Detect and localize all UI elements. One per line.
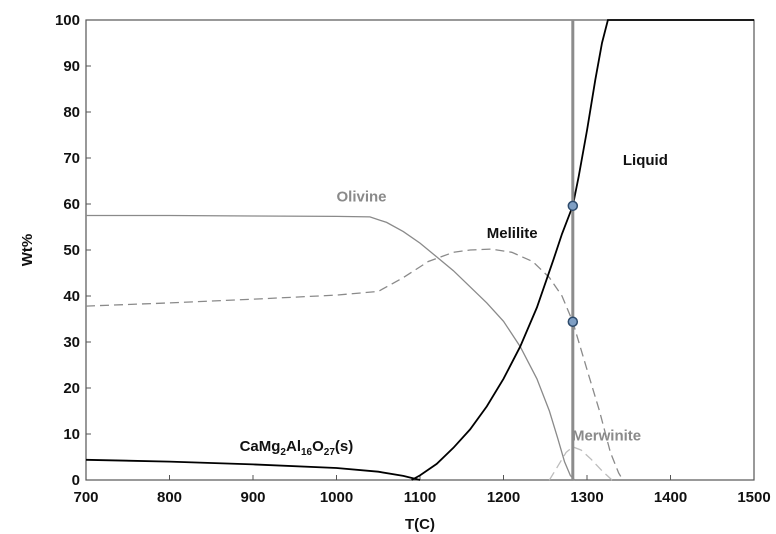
y-tick-label: 60 xyxy=(63,196,80,213)
y-tick-label: 40 xyxy=(63,288,80,305)
x-tick-label: 1400 xyxy=(654,489,687,506)
series-line-olivine xyxy=(86,214,575,481)
y-tick-label: 10 xyxy=(63,426,80,443)
x-axis-title: T(C) xyxy=(405,516,435,533)
x-tick-label: 1100 xyxy=(404,489,437,506)
x-tick-label: 1500 xyxy=(737,489,770,506)
label-olivine: Olivine xyxy=(337,189,387,206)
x-tick-label: 700 xyxy=(73,489,98,506)
y-tick-label: 100 xyxy=(55,12,80,29)
x-tick-label: 1000 xyxy=(320,489,353,506)
series-layer xyxy=(85,19,754,481)
y-tick-label: 0 xyxy=(72,472,80,489)
label-melilite: Melilite xyxy=(487,225,538,242)
x-tick-label: 1300 xyxy=(570,489,603,506)
y-tick-label: 70 xyxy=(63,150,80,167)
label-liquid: Liquid xyxy=(623,152,668,169)
x-tick-label: 900 xyxy=(240,489,265,506)
label-camg2al16o27: CaMg2Al16O27(s) xyxy=(240,438,354,458)
y-tick-label: 30 xyxy=(63,334,80,351)
axis-ticks: 700 800 900 1000 1100 1200 1300 1400 1500 0 10 20 30… xyxy=(55,12,771,506)
intersection-marker xyxy=(567,200,579,212)
series-line-camg2al16o27-s- xyxy=(85,458,421,481)
y-axis-title: Wt% xyxy=(19,234,36,267)
x-tick-label: 1200 xyxy=(487,489,520,506)
intersection-marker xyxy=(567,316,579,328)
plot-frame xyxy=(85,19,755,481)
series-labels: Olivine Melilite Liquid Merwinite CaMg2Al16O… xyxy=(240,152,668,458)
y-tick-label: 80 xyxy=(63,104,80,121)
series-line-merwinite xyxy=(548,446,613,481)
y-tick-label: 90 xyxy=(63,58,80,75)
y-tick-label: 20 xyxy=(63,380,80,397)
series-line-melilite xyxy=(85,248,624,481)
label-merwinite: Merwinite xyxy=(572,427,641,444)
series-line-liquid xyxy=(411,19,754,481)
y-tick-label: 50 xyxy=(63,242,80,259)
x-tick-label: 800 xyxy=(157,489,182,506)
marker-layer xyxy=(567,200,579,328)
